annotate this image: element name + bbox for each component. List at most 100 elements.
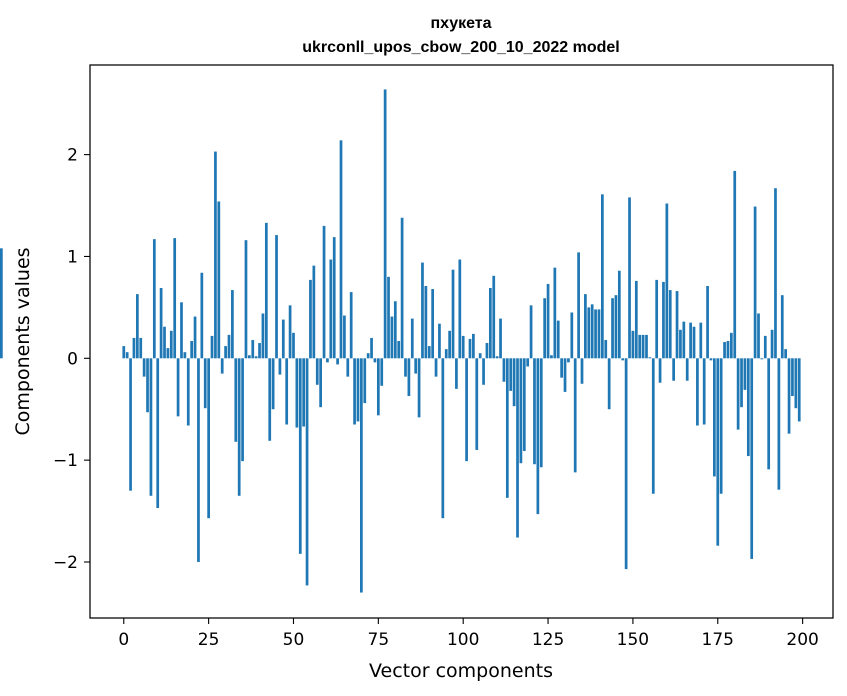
y-tick-label: 2 xyxy=(67,146,78,166)
bar-106 xyxy=(482,358,485,385)
y-tick-label: −2 xyxy=(53,553,78,573)
bar-43 xyxy=(268,358,272,441)
bar-54 xyxy=(305,358,309,586)
bar-3 xyxy=(132,337,136,359)
bar-29 xyxy=(220,358,224,374)
bar-103 xyxy=(472,333,475,359)
bar-180 xyxy=(733,170,737,359)
bar-124 xyxy=(543,298,547,359)
bar-13 xyxy=(166,348,170,359)
bar-77 xyxy=(383,89,387,359)
x-axis-ticks: 0 25 50 75 100 125 150 175 200 xyxy=(118,618,819,650)
bar-30 xyxy=(224,346,227,359)
bar-5 xyxy=(139,337,143,359)
bar-96 xyxy=(448,330,451,359)
y-tick-label: −1 xyxy=(53,451,78,471)
bar-67 xyxy=(349,292,353,359)
bar-159 xyxy=(662,281,665,359)
bar-36 xyxy=(244,240,248,359)
bar-179 xyxy=(729,332,733,359)
y-axis-ticks: −2 −1 0 1 2 xyxy=(53,146,90,573)
bar-192 xyxy=(774,188,777,359)
bar-125 xyxy=(546,283,550,359)
bar-22 xyxy=(197,358,200,562)
bar-71 xyxy=(363,358,367,404)
bar-83 xyxy=(404,358,407,377)
bar-33 xyxy=(234,358,238,442)
bar-120 xyxy=(529,305,533,359)
bar-175 xyxy=(716,358,720,546)
bar-199 xyxy=(797,358,801,422)
bar-8 xyxy=(149,358,153,496)
bar-18 xyxy=(183,352,187,359)
bar-107 xyxy=(485,343,489,359)
bar-135 xyxy=(580,358,584,384)
bar-142 xyxy=(604,339,608,359)
bar-72 xyxy=(366,353,370,359)
bar-20 xyxy=(190,340,194,359)
bar-132 xyxy=(570,312,574,359)
bar-193 xyxy=(777,358,781,490)
x-tick-label: 50 xyxy=(283,630,305,650)
bar-76 xyxy=(380,358,384,386)
bar-25 xyxy=(207,358,210,519)
bar-136 xyxy=(584,294,587,359)
bar-11 xyxy=(159,288,163,359)
bar-149 xyxy=(628,197,631,359)
bar-137 xyxy=(587,307,591,359)
bar-82 xyxy=(400,217,404,359)
bar-91 xyxy=(431,289,435,359)
bar-174 xyxy=(713,358,716,477)
bar-2 xyxy=(129,358,132,491)
bar-7 xyxy=(146,358,149,413)
bar-112 xyxy=(502,358,506,382)
bar-108 xyxy=(488,288,492,359)
bar-168 xyxy=(692,326,696,359)
bar-64 xyxy=(339,140,343,359)
bar-56 xyxy=(312,265,316,359)
bar-172 xyxy=(706,286,709,359)
x-tick-label: 25 xyxy=(198,630,220,650)
bar-12 xyxy=(163,326,166,359)
bar-114 xyxy=(509,358,513,391)
bar-40 xyxy=(258,343,261,359)
bar-80 xyxy=(393,301,397,359)
bar-62 xyxy=(332,237,336,359)
bar-84 xyxy=(407,358,411,396)
bar-97 xyxy=(451,269,455,359)
bar-194 xyxy=(780,295,784,359)
bar-170 xyxy=(699,322,703,359)
bar-19 xyxy=(186,358,190,426)
bar-123 xyxy=(539,358,543,468)
bar-163 xyxy=(675,291,679,359)
bar-139 xyxy=(594,309,597,359)
bar-70 xyxy=(360,358,363,593)
bar-116 xyxy=(516,358,519,538)
bar-169 xyxy=(696,358,699,426)
bar-150 xyxy=(631,330,635,359)
bar-185 xyxy=(750,358,754,559)
bar-48 xyxy=(285,358,289,425)
bar-104 xyxy=(475,358,479,450)
bar-93 xyxy=(438,323,441,359)
bar-50 xyxy=(292,332,295,359)
bar-167 xyxy=(689,322,692,359)
bar-197 xyxy=(791,358,794,396)
x-axis-label: Vector components xyxy=(369,660,553,682)
bar-160 xyxy=(665,203,669,359)
bar-151 xyxy=(634,280,638,359)
bar-109 xyxy=(492,275,496,359)
bar-16 xyxy=(176,358,180,417)
bar-105 xyxy=(478,353,482,359)
bar-85 xyxy=(410,318,414,359)
bar-195 xyxy=(784,349,788,359)
bar-196 xyxy=(787,358,791,434)
bar-32 xyxy=(231,290,234,359)
bar-177 xyxy=(723,342,726,359)
bar-173 xyxy=(709,358,713,361)
bar-115 xyxy=(512,358,516,407)
bar-152 xyxy=(638,334,642,359)
bar-134 xyxy=(577,252,580,359)
bar-166 xyxy=(685,358,689,381)
bar-181 xyxy=(736,358,740,430)
